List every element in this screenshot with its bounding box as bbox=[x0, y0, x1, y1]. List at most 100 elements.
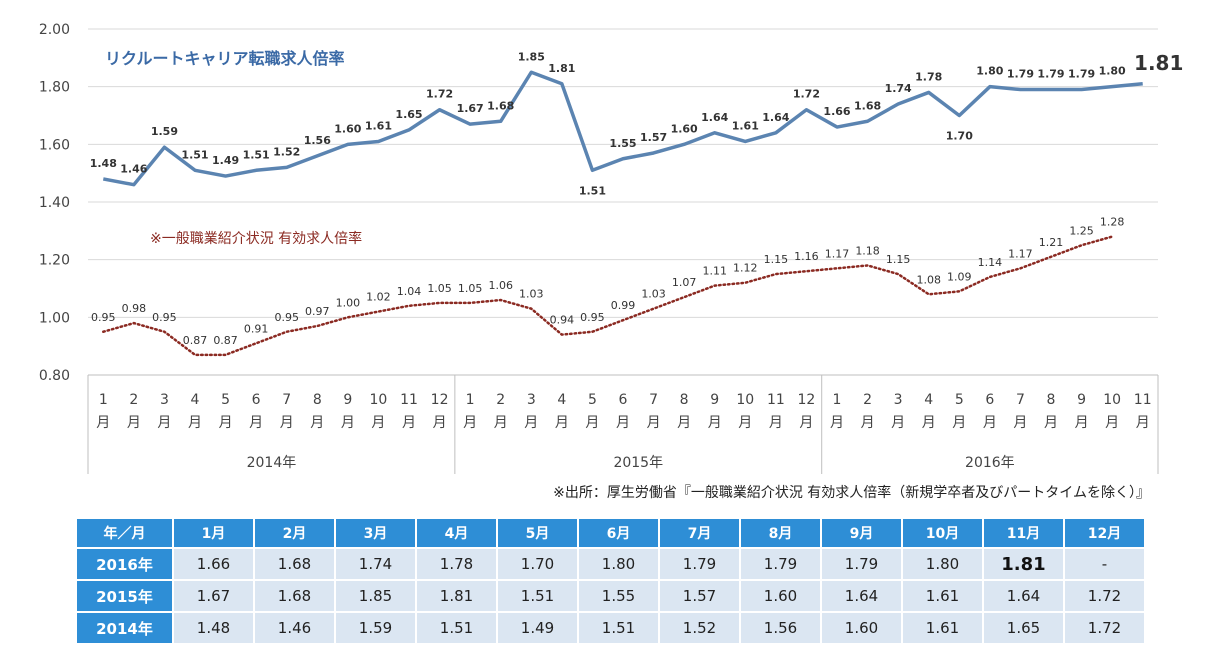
x-tick-year: 2015年 bbox=[613, 455, 663, 471]
x-tick-year: 2014年 bbox=[247, 455, 297, 471]
data-label-general-ratio: 0.87 bbox=[213, 334, 238, 347]
data-label-recruit-career: 1.51 bbox=[181, 148, 208, 161]
gridlines bbox=[88, 28, 1158, 376]
data-label-general-ratio: 1.06 bbox=[488, 279, 513, 292]
x-tick-month-number: 3 bbox=[894, 392, 903, 408]
data-label-recruit-career: 1.79 bbox=[1068, 68, 1095, 81]
x-tick-month-number: 5 bbox=[955, 392, 964, 408]
data-label-recruit-career: 1.51 bbox=[579, 184, 606, 197]
x-tick-month-suffix: 月 bbox=[708, 415, 722, 431]
x-tick-month-number: 8 bbox=[1047, 392, 1056, 408]
data-label-recruit-career: 1.52 bbox=[273, 145, 300, 158]
data-label-recruit-career: 1.72 bbox=[793, 88, 820, 101]
x-tick-month-number: 7 bbox=[282, 392, 291, 408]
x-tick-month-number: 6 bbox=[985, 392, 994, 408]
table-cell: 1.61 bbox=[903, 581, 982, 611]
data-table: 年／月 1月 2月 3月 4月 5月 6月 7月 8月 9月 10月 11月 12月 2016年 1.6… bbox=[75, 517, 1146, 645]
data-label-general-ratio: 1.11 bbox=[702, 265, 727, 278]
x-tick-month-number: 4 bbox=[557, 392, 566, 408]
table-cell: 1.46 bbox=[255, 613, 334, 643]
data-label-recruit-career: 1.65 bbox=[395, 108, 422, 121]
table-cell: 1.55 bbox=[579, 581, 658, 611]
x-tick-month-number: 4 bbox=[191, 392, 200, 408]
x-tick-month-number: 7 bbox=[649, 392, 658, 408]
y-tick-label: 2.00 bbox=[39, 22, 70, 38]
x-tick-month-suffix: 月 bbox=[219, 415, 233, 431]
table-cell: 1.61 bbox=[903, 613, 982, 643]
table-cell: 1.66 bbox=[174, 549, 253, 579]
x-tick-month-suffix: 月 bbox=[799, 415, 813, 431]
x-tick-month-suffix: 月 bbox=[524, 415, 538, 431]
data-label-general-ratio: 1.14 bbox=[978, 256, 1003, 269]
table-year-cell: 2016年 bbox=[77, 549, 172, 579]
x-tick-month-number: 8 bbox=[313, 392, 322, 408]
x-tick-month-number: 6 bbox=[252, 392, 261, 408]
y-tick-label: 1.20 bbox=[39, 253, 70, 269]
data-label-general-ratio: 0.87 bbox=[183, 334, 208, 347]
x-tick-month-suffix: 月 bbox=[310, 415, 324, 431]
x-tick-month-suffix: 月 bbox=[983, 415, 997, 431]
data-label-recruit-career: 1.70 bbox=[946, 130, 973, 143]
data-label-recruit-career: 1.80 bbox=[1099, 65, 1126, 78]
data-label-recruit-career: 1.57 bbox=[640, 131, 667, 144]
x-tick-month-suffix: 月 bbox=[494, 415, 508, 431]
data-label-recruit-career: 1.64 bbox=[701, 111, 728, 124]
x-tick-month-number: 12 bbox=[431, 392, 449, 408]
table-row: 2014年 1.48 1.46 1.59 1.51 1.49 1.51 1.52 1.56 1.6… bbox=[77, 613, 1144, 643]
x-tick-month-number: 6 bbox=[619, 392, 628, 408]
x-tick-month-suffix: 月 bbox=[341, 415, 355, 431]
x-tick-month-suffix: 月 bbox=[249, 415, 263, 431]
x-tick-month-suffix: 月 bbox=[738, 415, 752, 431]
series-line-recruit-career bbox=[102, 70, 1143, 187]
x-tick-month-number: 11 bbox=[400, 392, 418, 408]
series-lines bbox=[102, 70, 1143, 357]
legend-recruit-career: リクルートキャリア転職求人倍率 bbox=[105, 49, 345, 68]
table-cell: 1.80 bbox=[903, 549, 982, 579]
data-label-general-ratio: 1.04 bbox=[397, 285, 422, 298]
table-cell: 1.65 bbox=[984, 613, 1063, 643]
x-tick-month-suffix: 月 bbox=[188, 415, 202, 431]
data-label-recruit-career: 1.51 bbox=[243, 148, 270, 161]
x-tick-month-number: 9 bbox=[1077, 392, 1086, 408]
x-tick-month-suffix: 月 bbox=[616, 415, 630, 431]
table-month-header: 3月 bbox=[336, 519, 415, 547]
table-cell: 1.64 bbox=[984, 581, 1063, 611]
data-label-general-ratio: 0.95 bbox=[152, 311, 177, 324]
table-cell: 1.59 bbox=[336, 613, 415, 643]
x-tick-month-number: 5 bbox=[588, 392, 597, 408]
x-tick-month-suffix: 月 bbox=[280, 415, 294, 431]
data-label-general-ratio: 1.16 bbox=[794, 250, 819, 263]
data-label-recruit-career: 1.60 bbox=[671, 122, 698, 135]
x-tick-month-number: 10 bbox=[1103, 392, 1121, 408]
data-label-general-ratio: 1.09 bbox=[947, 270, 972, 283]
y-tick-label: 1.40 bbox=[39, 195, 70, 211]
x-tick-month-suffix: 月 bbox=[127, 415, 141, 431]
table-cell: 1.72 bbox=[1065, 613, 1144, 643]
table-cell: 1.79 bbox=[741, 549, 820, 579]
table-cell: 1.52 bbox=[660, 613, 739, 643]
table-month-header: 7月 bbox=[660, 519, 739, 547]
data-label-general-ratio: 0.95 bbox=[580, 311, 605, 324]
x-tick-month-suffix: 月 bbox=[1044, 415, 1058, 431]
table-cell: 1.49 bbox=[498, 613, 577, 643]
data-label-general-ratio: 1.17 bbox=[825, 247, 850, 260]
data-label-general-ratio: 1.18 bbox=[855, 244, 880, 257]
source-note: ※出所：厚生労働省『一般職業紹介状況 有効求人倍率（新規学卒者及びパートタイムを… bbox=[553, 485, 1150, 501]
x-tick-month-suffix: 月 bbox=[1075, 415, 1089, 431]
table-cell: 1.85 bbox=[336, 581, 415, 611]
x-tick-month-suffix: 月 bbox=[861, 415, 875, 431]
x-tick-month-number: 9 bbox=[343, 392, 352, 408]
table-cell: 1.68 bbox=[255, 581, 334, 611]
x-tick-month-number: 10 bbox=[736, 392, 754, 408]
table-cell: 1.64 bbox=[822, 581, 901, 611]
x-tick-month-number: 2 bbox=[496, 392, 505, 408]
table-cell: 1.79 bbox=[822, 549, 901, 579]
data-label-general-ratio: 1.05 bbox=[458, 282, 483, 295]
data-label-general-ratio: 1.07 bbox=[672, 276, 697, 289]
x-tick-month-suffix: 月 bbox=[1136, 415, 1150, 431]
x-tick-month-suffix: 月 bbox=[555, 415, 569, 431]
table-cell: 1.51 bbox=[417, 613, 496, 643]
data-label-recruit-career: 1.61 bbox=[732, 119, 759, 132]
data-label-general-ratio: 1.15 bbox=[764, 253, 789, 266]
y-tick-label: 0.80 bbox=[39, 368, 70, 384]
